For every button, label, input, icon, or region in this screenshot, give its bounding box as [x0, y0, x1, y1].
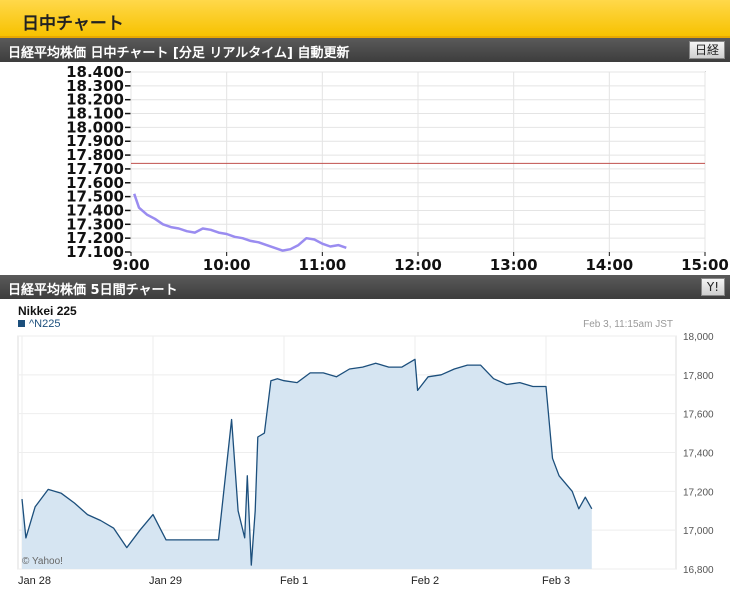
- intraday-y-tick-label: 17.500: [66, 188, 124, 206]
- five-day-y-tick-label: 17,800: [683, 371, 714, 382]
- intraday-section-title: 日経平均株価 日中チャート [分足 リアルタイム] 自動更新: [8, 46, 350, 61]
- intraday-y-tick-label: 17.200: [66, 229, 124, 247]
- intraday-y-tick-label: 17.100: [66, 243, 124, 261]
- five-day-x-tick-label: Feb 3: [542, 575, 570, 587]
- five-day-y-tick-label: 18,000: [683, 332, 714, 343]
- intraday-chart: 18.40018.30018.20018.10018.00017.90017.8…: [66, 63, 729, 274]
- five-day-y-tick-label: 17,000: [683, 526, 714, 537]
- intraday-x-tick-label: 13:00: [490, 256, 538, 274]
- intraday-x-tick-label: 15:00: [681, 256, 729, 274]
- five-day-legend-label: ^N225: [29, 318, 60, 330]
- intraday-series-line: [133, 193, 347, 252]
- intraday-y-tick-label: 17.900: [66, 132, 124, 150]
- five-day-series-line: [21, 358, 593, 566]
- intraday-y-tick-label: 17.800: [66, 146, 124, 164]
- intraday-y-tick-label: 18.200: [66, 91, 124, 109]
- intraday-x-tick-label: 9:00: [112, 256, 149, 274]
- page-header: 日中チャート: [0, 0, 730, 38]
- intraday-y-tick-label: 17.600: [66, 174, 124, 192]
- five-day-series-area: [22, 359, 592, 569]
- intraday-y-tick-label: 18.100: [66, 105, 124, 123]
- five-day-section-title: 日経平均株価 5日間チャート: [8, 283, 178, 298]
- intraday-y-tick-label: 17.700: [66, 160, 124, 178]
- five-day-y-tick-label: 17,200: [683, 487, 714, 498]
- five-day-chart-title: Nikkei 225: [18, 304, 77, 318]
- five-day-x-tick-label: Feb 1: [280, 575, 308, 587]
- intraday-y-tick-label: 18.000: [66, 118, 124, 136]
- intraday-y-tick-label: 18.400: [66, 63, 124, 81]
- intraday-y-tick-label: 17.400: [66, 201, 124, 219]
- intraday-y-tick-label: 18.300: [66, 77, 124, 95]
- five-day-credit: © Yahoo!: [22, 556, 63, 567]
- intraday-x-tick-label: 11:00: [298, 256, 346, 274]
- five-day-x-tick-label: Jan 29: [149, 575, 182, 587]
- intraday-y-tick-label: 17.300: [66, 215, 124, 233]
- intraday-x-tick-label: 10:00: [203, 256, 251, 274]
- five-day-chart: Nikkei 225^N225 Feb 3, 11:15am JST 18,000 1…: [17, 304, 714, 587]
- five-day-timestamp: Feb 3, 11:15am JST: [583, 319, 673, 330]
- five-day-x-tick-label: Feb 2: [411, 575, 439, 587]
- five-day-section-bar: 日経平均株価 5日間チャート Y!: [0, 275, 730, 299]
- five-day-legend-swatch: [18, 320, 25, 327]
- five-day-y-tick-label: 17,400: [683, 449, 714, 460]
- five-day-x-tick-label: Jan 28: [18, 575, 51, 587]
- page-title: 日中チャート: [22, 14, 124, 34]
- intraday-x-tick-label: 12:00: [394, 256, 442, 274]
- five-day-y-tick-label: 17,600: [683, 410, 714, 421]
- intraday-x-tick-label: 14:00: [585, 256, 633, 274]
- yahoo-button[interactable]: Y!: [700, 278, 725, 296]
- intraday-section-bar: 日経平均株価 日中チャート [分足 リアルタイム] 自動更新 日経: [0, 38, 730, 62]
- nikkei-button[interactable]: 日経: [688, 41, 725, 59]
- five-day-y-tick-label: 16,800: [683, 565, 714, 576]
